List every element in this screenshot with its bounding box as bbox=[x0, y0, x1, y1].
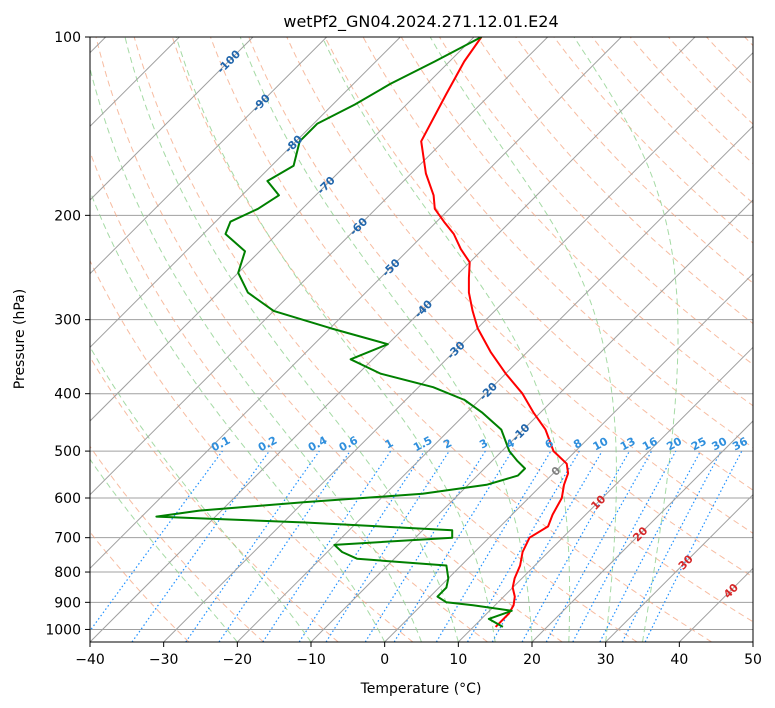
y-tick-label: 700 bbox=[54, 531, 81, 547]
dry-adiabat bbox=[400, 37, 753, 407]
moist-adiabat bbox=[573, 37, 679, 642]
x-axis-title: Temperature (°C) bbox=[360, 681, 482, 697]
y-tick-label: 300 bbox=[54, 313, 81, 329]
y-tick-label: 200 bbox=[54, 208, 81, 224]
x-tick-label: 50 bbox=[744, 652, 762, 668]
mixing-ratio-label: 36 bbox=[730, 435, 750, 454]
mixing-ratio-label: 10 bbox=[591, 435, 611, 454]
plot-area: -100-90-80-70-60-50-40-30-20-10 0.1 0.2 0.… bbox=[90, 37, 753, 642]
x-tick-label: 40 bbox=[670, 652, 688, 668]
mixing-ratio-line bbox=[572, 450, 677, 642]
isotherm bbox=[163, 51, 753, 642]
y-tick-label: 600 bbox=[54, 491, 81, 507]
mixing-ratio-line bbox=[90, 450, 223, 632]
isotherm bbox=[457, 346, 753, 642]
mixing-ratio-line bbox=[364, 450, 486, 642]
y-axis: 100 200 300 400 500 600 700 800 900 1000 bbox=[45, 30, 90, 638]
dry-adiabats bbox=[90, 37, 753, 642]
dry-adiabat bbox=[591, 37, 753, 204]
x-tick-label: 20 bbox=[523, 652, 541, 668]
moist-adiabat bbox=[124, 37, 459, 642]
x-tick-label: 30 bbox=[597, 652, 615, 668]
isotherm bbox=[90, 37, 696, 642]
mixing-ratio-label: 20 bbox=[664, 435, 684, 454]
moist-adiabat bbox=[90, 458, 238, 642]
plot-frame bbox=[89, 36, 754, 643]
x-axis: −40 −30 −20 −10 0 10 20 30 40 50 bbox=[75, 642, 762, 668]
isotherm bbox=[90, 37, 549, 496]
dry-adiabat bbox=[90, 259, 414, 642]
y-tick-label: 1000 bbox=[45, 622, 81, 638]
x-tick-label: −30 bbox=[149, 652, 179, 668]
pressure-gridlines bbox=[90, 37, 753, 630]
moist-adiabat bbox=[429, 37, 617, 642]
y-tick-label: 100 bbox=[54, 30, 81, 46]
chart-title: wetPf2_GN04.2024.271.12.01.E24 bbox=[283, 12, 558, 32]
temperature-profile bbox=[420, 37, 570, 628]
mixing-ratio-line bbox=[521, 450, 631, 642]
mixing-ratio-line bbox=[393, 450, 513, 642]
y-tick-label: 500 bbox=[54, 444, 81, 460]
y-tick-label: 400 bbox=[54, 387, 81, 403]
isotherms bbox=[90, 37, 753, 642]
dry-adiabat bbox=[171, 37, 712, 642]
isotherm bbox=[605, 493, 753, 642]
dry-adiabat bbox=[248, 37, 753, 578]
mixing-ratio-line bbox=[466, 450, 580, 642]
isotherm bbox=[236, 125, 753, 642]
moist-adiabat bbox=[239, 37, 533, 642]
mixing-ratio-line bbox=[435, 450, 552, 642]
y-tick-label: 800 bbox=[54, 565, 81, 581]
moist-adiabat bbox=[90, 66, 422, 642]
dewpoint-profile bbox=[155, 37, 526, 628]
isotherm bbox=[384, 272, 753, 642]
dry-adiabat bbox=[515, 37, 753, 284]
dry-adiabat bbox=[324, 37, 753, 491]
isotherm bbox=[531, 420, 753, 642]
isotherm bbox=[90, 37, 254, 201]
sounding-profiles bbox=[155, 37, 570, 628]
x-tick-label: −10 bbox=[296, 652, 326, 668]
moist-adiabat bbox=[175, 37, 496, 642]
x-tick-label: 0 bbox=[380, 652, 389, 668]
dry-adiabat bbox=[477, 37, 753, 325]
mixing-ratio-label: 25 bbox=[689, 435, 709, 454]
y-tick-label: 900 bbox=[54, 595, 81, 611]
isotherm bbox=[90, 37, 475, 422]
x-tick-label: 10 bbox=[449, 652, 467, 668]
isotherm bbox=[90, 37, 328, 275]
isotherm bbox=[90, 37, 622, 570]
dry-adiabat bbox=[90, 445, 264, 642]
dry-adiabat bbox=[133, 37, 638, 642]
mixing-ratio-line bbox=[185, 450, 320, 642]
x-tick-label: −20 bbox=[223, 652, 253, 668]
dry-adiabat bbox=[95, 37, 563, 642]
isotherm bbox=[90, 37, 401, 349]
mixing-ratio-line bbox=[131, 450, 270, 642]
dry-adiabat bbox=[629, 37, 753, 165]
y-axis-title: Pressure (hPa) bbox=[12, 289, 28, 389]
moist-adiabat bbox=[90, 189, 386, 642]
dry-adiabat bbox=[210, 37, 753, 623]
mixing-ratio-line bbox=[218, 450, 351, 642]
x-tick-label: −40 bbox=[75, 652, 105, 668]
mixing-ratio-line bbox=[325, 450, 450, 642]
mixing-ratio-label: 16 bbox=[640, 435, 660, 454]
mixing-ratio-label: 30 bbox=[710, 435, 730, 454]
mixing-ratio-label: 13 bbox=[618, 435, 638, 454]
